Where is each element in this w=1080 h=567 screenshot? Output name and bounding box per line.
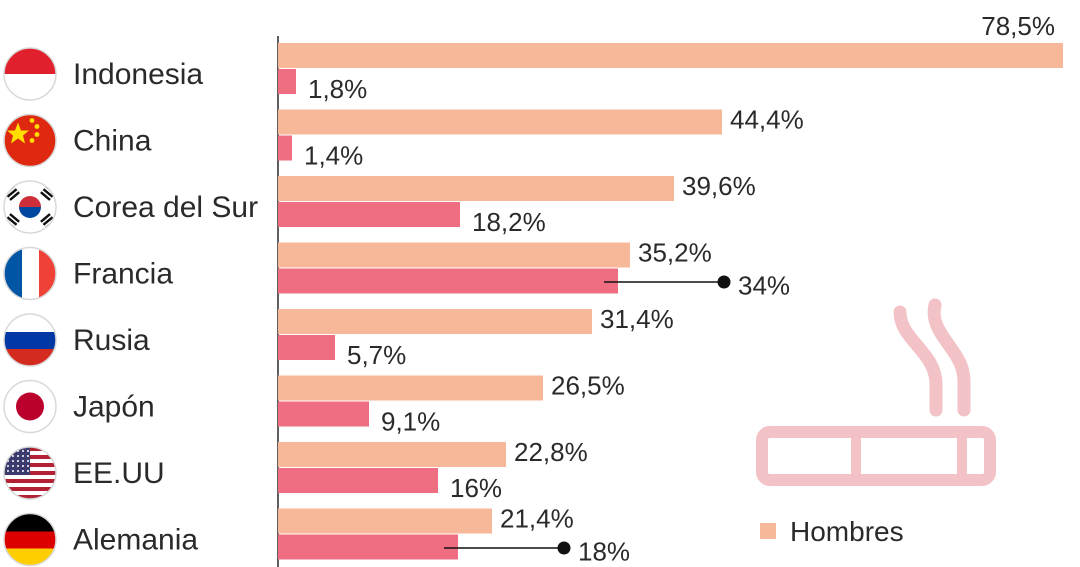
bar-hombres-corea-del-sur <box>278 176 674 201</box>
bar-series2-alemania <box>278 534 458 560</box>
bar-series2-indonesia <box>278 69 296 94</box>
callout-dot-alemania <box>557 541 571 555</box>
value-label-hombres-china: 44,4% <box>730 105 804 135</box>
legend-label-hombres: Hombres <box>790 516 904 547</box>
country-label-corea-del-sur: Corea del Sur <box>73 191 258 224</box>
value-label-series2-corea-del-sur: 18,2% <box>472 207 546 237</box>
callout-dot-francia <box>717 275 731 289</box>
usa-flag-icon <box>3 446 57 500</box>
legend: Hombres <box>760 516 904 547</box>
bar-hombres-indonesia <box>278 43 1063 68</box>
value-label-hombres-ee-uu: 22,8% <box>514 437 588 467</box>
country-label-alemania: Alemania <box>73 524 198 557</box>
value-label-hombres-corea-del-sur: 39,6% <box>682 171 756 201</box>
value-label-series2-indonesia: 1,8% <box>308 74 367 104</box>
legend-swatch-hombres <box>760 523 776 539</box>
country-label-rusia: Rusia <box>73 324 150 357</box>
value-label-series2-jap-n: 9,1% <box>381 407 440 437</box>
japan-flag-icon <box>3 379 57 434</box>
bar-hombres-jap-n <box>278 375 543 401</box>
value-label-hombres-alemania: 21,4% <box>500 504 574 534</box>
value-label-series2-francia: 34% <box>738 271 790 301</box>
country-label-francia: Francia <box>73 258 173 291</box>
bar-series2-ee-uu <box>278 468 438 493</box>
value-label-series2-rusia: 5,7% <box>347 340 406 370</box>
country-label-china: China <box>73 125 152 158</box>
bar-hombres-rusia <box>278 309 592 334</box>
russia-flag-icon <box>3 313 57 367</box>
value-label-hombres-jap-n: 26,5% <box>551 371 625 401</box>
value-label-series2-china: 1,4% <box>304 141 363 171</box>
country-label-jap-n: Japón <box>73 391 155 424</box>
value-label-hombres-indonesia: 78,5% <box>981 11 1055 41</box>
bar-series2-corea-del-sur <box>278 202 460 227</box>
bar-hombres-alemania <box>278 508 492 534</box>
bar-series2-rusia <box>278 335 335 360</box>
value-label-series2-alemania: 18% <box>578 537 630 567</box>
bar-series2-china <box>278 135 292 161</box>
cigarette-icon <box>756 298 996 486</box>
value-label-hombres-rusia: 31,4% <box>600 304 674 334</box>
france-flag-icon <box>3 246 57 301</box>
country-label-ee-uu: EE.UU <box>73 457 165 490</box>
bar-hombres-china <box>278 109 722 135</box>
country-label-indonesia: Indonesia <box>73 58 203 91</box>
value-label-series2-ee-uu: 16% <box>450 473 502 503</box>
bar-hombres-francia <box>278 242 630 268</box>
value-label-hombres-francia: 35,2% <box>638 238 712 268</box>
south-korea-flag-icon <box>3 180 57 234</box>
bar-series2-jap-n <box>278 401 369 427</box>
indonesia-flag-icon <box>3 47 57 101</box>
bar-series2-francia <box>278 268 618 294</box>
china-flag-icon <box>3 113 57 168</box>
germany-flag-icon <box>3 512 57 567</box>
bar-hombres-ee-uu <box>278 442 506 467</box>
